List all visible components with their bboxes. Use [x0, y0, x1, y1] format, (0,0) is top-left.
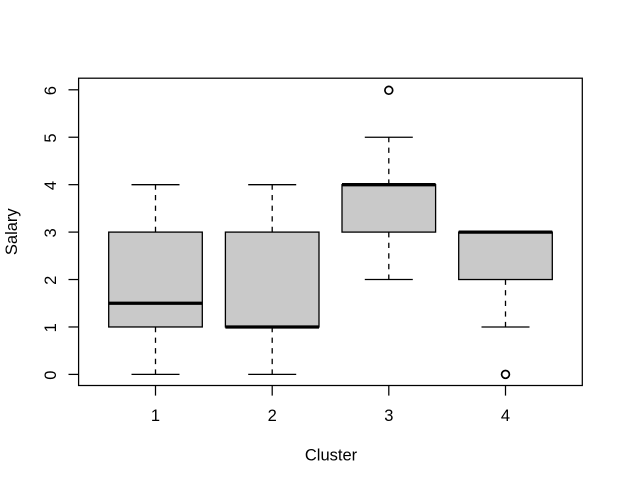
svg-text:Cluster: Cluster [305, 447, 358, 465]
svg-text:6: 6 [42, 86, 60, 95]
svg-text:4: 4 [42, 181, 60, 190]
svg-text:1: 1 [42, 323, 60, 332]
svg-text:Salary: Salary [3, 208, 21, 256]
svg-text:1: 1 [151, 407, 160, 425]
svg-text:3: 3 [384, 407, 393, 425]
svg-text:2: 2 [42, 276, 60, 285]
svg-text:2: 2 [268, 407, 277, 425]
svg-text:0: 0 [42, 371, 60, 380]
svg-text:4: 4 [501, 407, 510, 425]
svg-text:5: 5 [42, 133, 60, 142]
svg-text:3: 3 [42, 228, 60, 237]
